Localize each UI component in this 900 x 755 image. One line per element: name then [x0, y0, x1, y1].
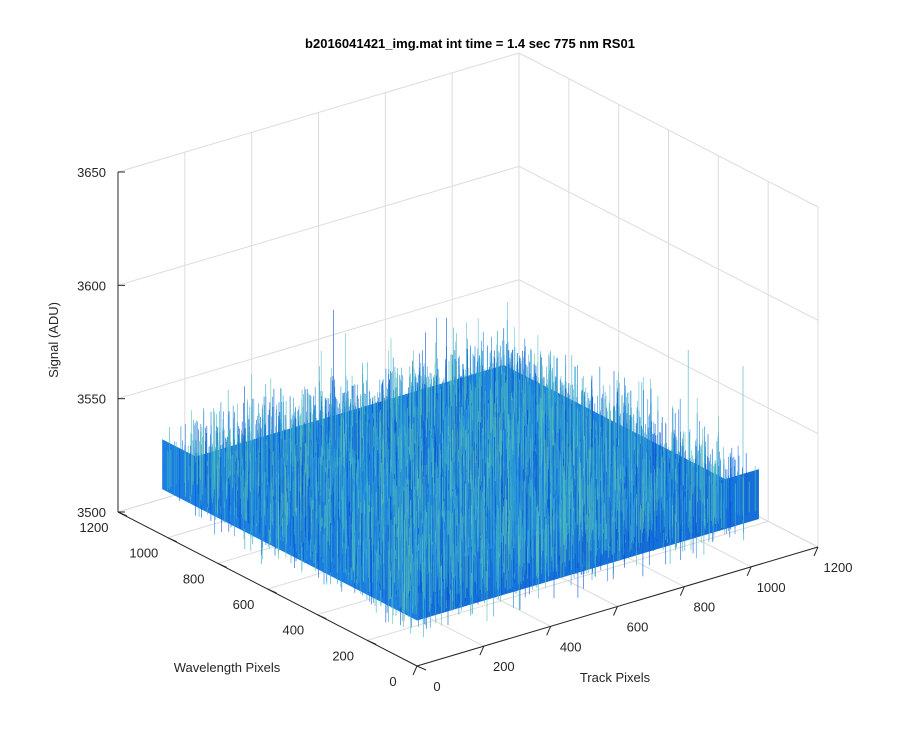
- surface-plot: 0200400600800100012000200400600800100012…: [0, 0, 900, 750]
